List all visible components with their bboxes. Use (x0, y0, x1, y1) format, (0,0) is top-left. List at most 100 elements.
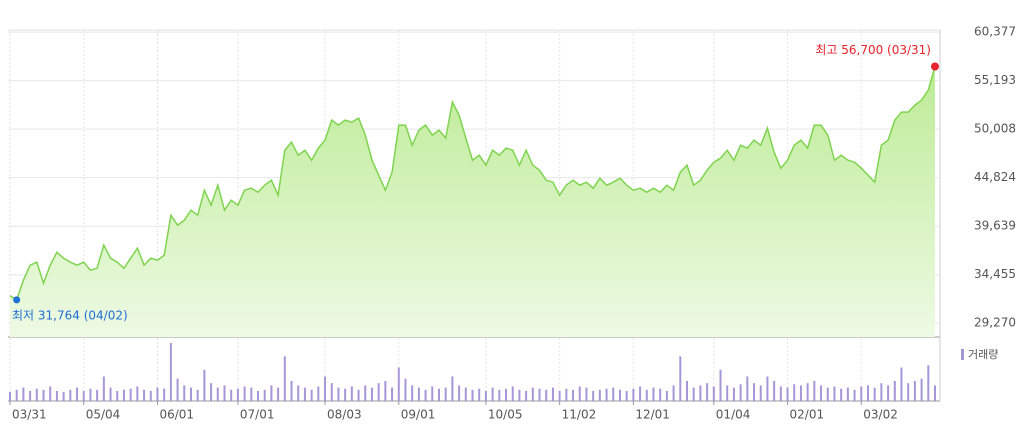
high-label: 최고 56,700 (03/31) (815, 43, 931, 57)
volume-bar (263, 389, 266, 401)
volume-bar (565, 388, 568, 401)
volume-bar (29, 390, 32, 401)
y-tick-label: 44,824 (974, 170, 1016, 184)
volume-bar (746, 376, 749, 401)
volume-bar (531, 387, 534, 401)
volume-bar (538, 388, 541, 401)
volume-bar (672, 385, 675, 401)
volume-bar (377, 383, 380, 401)
volume-bar (813, 380, 816, 401)
volume-bar (773, 380, 776, 401)
volume-bar (102, 376, 105, 401)
volume-bar (786, 387, 789, 401)
x-tick-label: 02/01 (790, 408, 825, 422)
volume-bar (652, 387, 655, 401)
volume-bar (833, 386, 836, 401)
volume-bar (183, 385, 186, 401)
volume-bar (585, 387, 588, 401)
volume-bar (645, 389, 648, 401)
volume-bar (458, 385, 461, 401)
volume-bar (35, 388, 38, 401)
volume-bar (370, 387, 373, 401)
volume-bar (525, 390, 528, 401)
volume-bar (129, 388, 132, 401)
volume-bar (9, 392, 11, 401)
x-tick-label: 07/01 (240, 408, 275, 422)
volume-bar (350, 386, 353, 401)
volume-bar (116, 390, 119, 401)
volume-bar (404, 378, 407, 401)
low-label: 최저 31,764 (04/02) (12, 308, 128, 322)
volume-bar (545, 389, 548, 401)
volume-bar (96, 389, 99, 401)
volume-bar (572, 389, 575, 401)
high-marker (931, 62, 939, 71)
y-tick-label: 50,008 (974, 122, 1016, 136)
volume-bar (210, 383, 213, 401)
volume-bar (297, 385, 300, 401)
volume-bar (364, 385, 367, 401)
volume-bar (618, 389, 621, 401)
volume-bar (203, 369, 206, 401)
volume-bar (344, 388, 347, 401)
volume-bar (424, 389, 427, 401)
volume-bar (592, 390, 595, 401)
volume-bar (236, 388, 239, 401)
volume-bar (163, 388, 166, 401)
volume-bar (913, 380, 916, 401)
volume-bar (846, 387, 849, 401)
volume-bar (451, 376, 454, 401)
volume-bar (820, 385, 823, 401)
low-marker (13, 296, 21, 304)
volume-bar (712, 386, 715, 401)
volume-bar (605, 388, 608, 401)
volume-bar (759, 385, 762, 401)
volume-bar (384, 380, 387, 401)
volume-bar (277, 387, 280, 401)
volume-bar (478, 388, 481, 401)
volume-bar (484, 390, 487, 401)
volume-bar (431, 386, 434, 401)
volume-bar (283, 356, 286, 401)
volume-bar (518, 389, 521, 401)
volume-bar (753, 383, 756, 401)
x-tick-label: 01/04 (716, 408, 751, 422)
x-tick-label: 11/02 (562, 408, 597, 422)
volume-bar (471, 389, 474, 401)
volume-bar (290, 380, 293, 401)
volume-bar (230, 389, 233, 401)
price-area (10, 66, 935, 337)
x-tick-label: 12/01 (635, 408, 670, 422)
volume-bar (49, 386, 52, 401)
volume-bar (176, 378, 179, 401)
volume-bar (625, 390, 628, 401)
volume-bar (826, 387, 829, 401)
volume-bar (679, 356, 682, 401)
volume-bar (873, 387, 876, 401)
volume-label: 거래량 (968, 348, 998, 361)
volume-bar (632, 388, 635, 401)
volume-bar (337, 387, 340, 401)
volume-bar (391, 387, 394, 401)
volume-bar (934, 385, 936, 401)
volume-bar (726, 385, 729, 401)
volume-bar (143, 389, 146, 401)
volume-bar (699, 385, 702, 401)
x-tick-label: 06/01 (159, 408, 194, 422)
volume-bar (464, 387, 467, 401)
volume-bar (505, 388, 508, 401)
volume-bar (109, 387, 112, 401)
volume-bar (444, 387, 447, 401)
volume-bar (317, 386, 320, 401)
volume-bar (806, 383, 809, 401)
volume-bar (169, 343, 172, 401)
volume-bar (665, 390, 668, 401)
volume-bar (216, 387, 219, 401)
volume-bar (853, 389, 856, 401)
volume-bar (257, 390, 260, 401)
volume-bar (76, 387, 79, 401)
volume-bar (779, 386, 782, 401)
volume-bar (270, 385, 273, 401)
volume-bar (732, 387, 735, 401)
volume-bar (766, 376, 769, 401)
